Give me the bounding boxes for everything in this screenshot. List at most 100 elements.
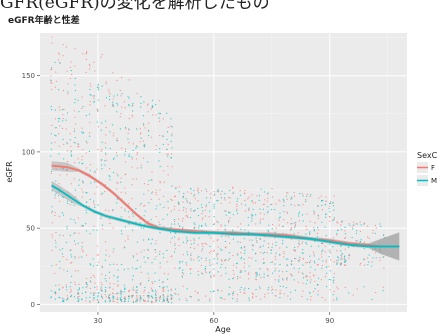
scatter-point [216, 220, 218, 223]
scatter-point [121, 198, 123, 200]
smooth-line [51, 184, 400, 248]
scatter-point [240, 247, 242, 249]
scatter-point [162, 290, 164, 292]
scatter-point [154, 298, 157, 300]
scatter-point [74, 232, 76, 234]
scatter-point [178, 186, 180, 188]
scatter-point [101, 53, 103, 56]
scatter-point [163, 295, 165, 297]
scatter-point [54, 293, 57, 295]
scatter-point [116, 137, 118, 139]
scatter-point [51, 234, 53, 236]
scatter-point [127, 222, 130, 224]
scatter-point [279, 253, 281, 256]
scatter-point [155, 216, 157, 218]
scatter-point [86, 212, 88, 214]
scatter-point [51, 42, 53, 44]
scatter-point [271, 224, 274, 226]
scatter-point [85, 300, 87, 302]
scatter-point [77, 289, 79, 291]
scatter-point [309, 220, 311, 222]
scatter-point [183, 192, 185, 195]
scatter-point [286, 264, 288, 267]
scatter-point [294, 205, 296, 207]
scatter-point [205, 295, 207, 297]
scatter-point [158, 117, 160, 119]
scatter-point [66, 270, 68, 272]
scatter-point [225, 214, 227, 216]
scatter-point [58, 289, 60, 291]
scatter-point [82, 250, 84, 252]
scatter-point [247, 224, 250, 226]
scatter-point [159, 251, 161, 253]
scatter-point [113, 132, 115, 135]
scatter-point [120, 230, 123, 232]
scatter-point [283, 253, 285, 255]
scatter-point [351, 236, 353, 239]
scatter-point [132, 256, 134, 258]
scatter-point [237, 226, 239, 228]
scatter-point [121, 233, 123, 235]
scatter-point [220, 248, 222, 250]
scatter-point [314, 280, 316, 282]
scatter-point [121, 291, 123, 293]
scatter-point [159, 166, 161, 168]
scatter-point [136, 241, 138, 243]
scatter-point [247, 273, 249, 275]
scatter-point [159, 135, 161, 137]
scatter-point [344, 261, 346, 263]
scatter-point [167, 174, 169, 176]
scatter-point [155, 189, 157, 191]
scatter-point [171, 147, 173, 149]
scatter-point [171, 237, 173, 239]
scatter-point [112, 292, 114, 294]
scatter-point [306, 195, 308, 197]
scatter-point [154, 294, 157, 296]
scatter-point [97, 301, 100, 303]
scatter-point [217, 258, 219, 260]
scatter-point [255, 260, 257, 262]
scatter-point [162, 301, 164, 303]
scatter-point [61, 253, 64, 255]
scatter-point [333, 195, 335, 197]
scatter-point [151, 238, 153, 240]
scatter-point [232, 214, 234, 216]
scatter-point [197, 299, 199, 301]
scatter-point [70, 61, 72, 63]
scatter-point [61, 297, 64, 299]
scatter-point [255, 279, 257, 281]
scatter-point [55, 242, 57, 244]
scatter-point [252, 296, 254, 298]
scatter-point [268, 224, 270, 226]
scatter-point [163, 272, 165, 275]
scatter-point [86, 254, 88, 256]
scatter-point [57, 52, 60, 54]
scatter-point [283, 256, 285, 258]
scatter-point [105, 280, 107, 282]
scatter-point [224, 260, 226, 262]
scatter-point [340, 244, 342, 247]
scatter-point [285, 233, 287, 235]
scatter-point [178, 209, 180, 211]
scatter-point [179, 266, 181, 269]
scatter-point [337, 288, 339, 290]
scatter-point [232, 293, 234, 295]
scatter-point [62, 235, 65, 237]
scatter-point [174, 232, 176, 234]
scatter-point [105, 134, 107, 136]
scatter-point [81, 298, 83, 300]
scatter-point [271, 188, 273, 190]
scatter-point [383, 237, 385, 239]
scatter-point [313, 255, 315, 257]
scatter-point [182, 226, 184, 228]
scatter-point [104, 300, 106, 302]
scatter-point [90, 182, 92, 184]
scatter-point [260, 218, 262, 220]
scatter-point [101, 148, 103, 151]
scatter-point [82, 191, 84, 193]
scatter-point [97, 254, 99, 256]
scatter-point [302, 252, 304, 254]
scatter-point [290, 218, 292, 220]
scatter-point [120, 181, 122, 183]
scatter-point [271, 286, 273, 288]
